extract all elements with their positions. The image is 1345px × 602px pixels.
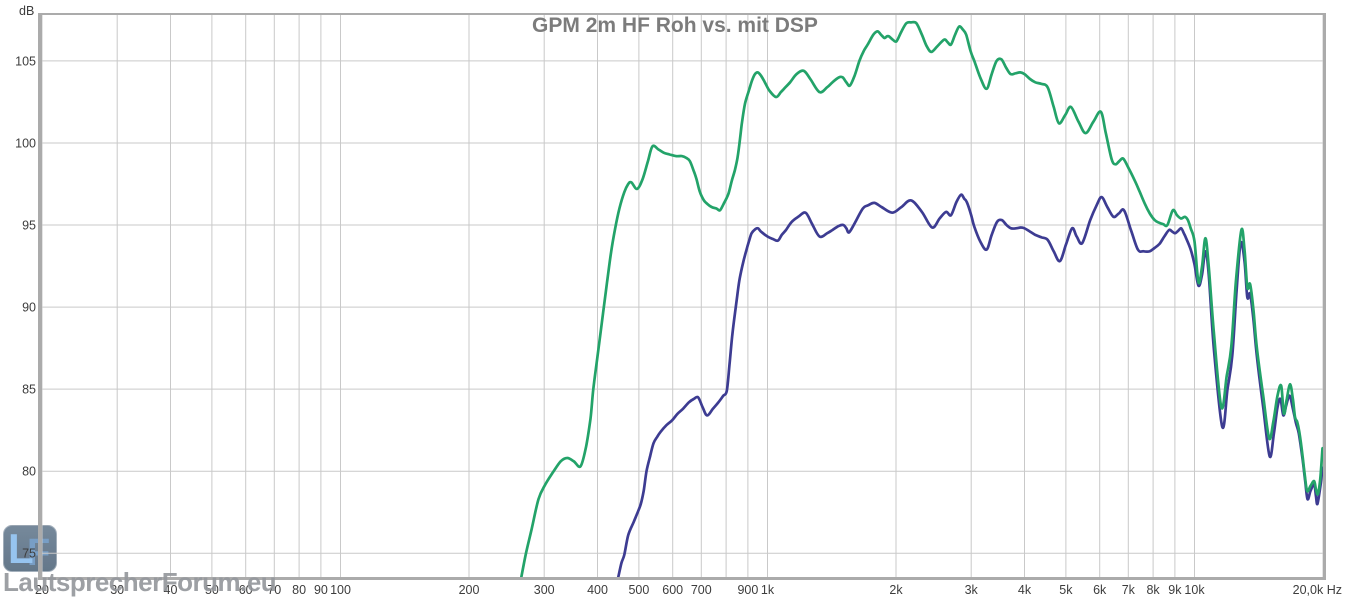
border-left <box>38 13 42 580</box>
y-tick-label: 105 <box>15 54 36 68</box>
x-tick-label: 5k <box>1059 583 1073 597</box>
x-tick-label: 300 <box>534 583 555 597</box>
x-tick-label: 70 <box>267 583 281 597</box>
x-tick-label: 100 <box>330 583 351 597</box>
border-right <box>1323 13 1326 580</box>
x-tick-label: 60 <box>239 583 253 597</box>
y-axis-unit-label: dB <box>19 4 34 18</box>
x-tick-label: 30 <box>110 583 124 597</box>
curve-hf-roh <box>519 20 1323 577</box>
gridlines <box>41 15 1324 577</box>
x-tick-label: 7k <box>1122 583 1136 597</box>
x-tick-label: 3k <box>965 583 979 597</box>
x-tick-label: 400 <box>587 583 608 597</box>
x-tick-label: 1k <box>761 583 775 597</box>
x-tick-label: 200 <box>459 583 480 597</box>
x-tick-label: 10k <box>1184 583 1205 597</box>
curve-hf-mit-dsp <box>616 193 1323 577</box>
x-tick-label: 700 <box>691 583 712 597</box>
x-tick-label: 50 <box>205 583 219 597</box>
x-tick-label: 90 <box>314 583 328 597</box>
x-tick-label: 900 <box>737 583 758 597</box>
x-tick-label: 80 <box>292 583 306 597</box>
y-tick-label: 95 <box>22 219 36 233</box>
border-bottom <box>38 577 1326 580</box>
plot-border <box>38 13 1326 580</box>
x-tick-label: 20 <box>35 583 49 597</box>
x-tick-label: 40 <box>164 583 178 597</box>
x-tick-label: 6k <box>1093 583 1107 597</box>
watermark-text: LautsprecherForum.eu <box>3 567 277 597</box>
x-tick-label: 600 <box>662 583 683 597</box>
x-tick-label: 4k <box>1018 583 1032 597</box>
x-tick-label: 500 <box>628 583 649 597</box>
x-tick-label: 8k <box>1146 583 1160 597</box>
y-tick-label: 80 <box>22 465 36 479</box>
chart-title: GPM 2m HF Roh vs. mit DSP <box>532 14 818 37</box>
y-tick-label: 75 <box>22 547 36 561</box>
logo-letter-l: L <box>8 525 34 572</box>
lautsprecherforum-logo: L F <box>3 525 57 572</box>
x-tick-label: 20,0k Hz <box>1293 583 1342 597</box>
border-top <box>38 13 1326 15</box>
y-tick-label: 100 <box>15 137 36 151</box>
x-tick-label: 9k <box>1168 583 1182 597</box>
curves <box>519 20 1323 577</box>
y-tick-label: 85 <box>22 383 36 397</box>
x-tick-label: 2k <box>889 583 903 597</box>
axis-tick-labels: 20 30 40 50 60 70 80 90 100 200 300 400 500 600 700 900… <box>15 54 1342 597</box>
y-tick-label: 90 <box>22 301 36 315</box>
